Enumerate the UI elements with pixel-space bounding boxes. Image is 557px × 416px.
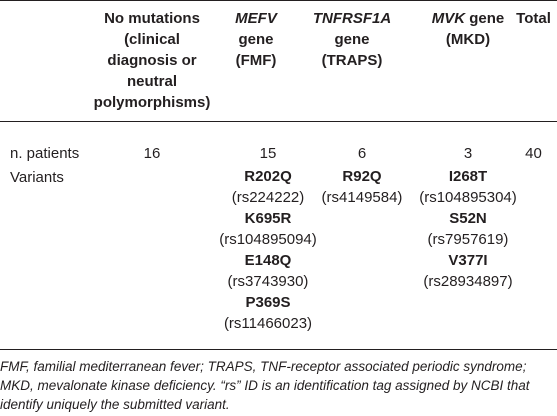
variant-item: V377I (rs28934897) — [406, 250, 530, 292]
variant-item: K695R (rs104895094) — [216, 208, 320, 250]
variant-name: K695R — [244, 210, 292, 227]
header-mvk: MVK gene (MKD) — [410, 8, 526, 50]
variant-rs-id: (rs11466023) — [223, 315, 313, 332]
variant-name: V377I — [448, 252, 488, 269]
header-gene-name: TNFRSF1A — [312, 10, 392, 27]
header-tnfrsf1a: TNFRSF1A gene (TRAPS) — [302, 8, 402, 71]
variant-rs-id: (rs104895304) — [419, 189, 517, 206]
variant-name: S52N — [449, 210, 487, 227]
variant-item: P369S (rs11466023) — [216, 292, 320, 334]
variants-mvk: I268T (rs104895304) S52N (rs7957619) V377I… — [406, 166, 530, 292]
patients-mefv: 15 — [259, 145, 277, 162]
variant-item: I268T (rs104895304) — [406, 166, 530, 208]
variant-rs-id: (rs3743930) — [227, 273, 309, 290]
table-top-rule — [0, 0, 557, 1]
table-footnote: FMF, familial mediterranean fever; TRAPS… — [0, 359, 530, 412]
variant-rs-id: (rs4149584) — [321, 189, 403, 206]
header-line: (MKD) — [445, 31, 491, 48]
variant-name: R202Q — [244, 168, 292, 185]
header-line: (TRAPS) — [321, 52, 383, 69]
header-line: No mutations — [104, 10, 200, 27]
header-line: diagnosis or — [107, 52, 197, 69]
variant-rs-id: (rs104895094) — [219, 231, 317, 248]
patients-tnfrsf1a: 6 — [357, 145, 367, 162]
variant-rs-id: (rs28934897) — [423, 273, 513, 290]
variant-rs-id: (rs224222) — [231, 189, 305, 206]
header-line: gene — [334, 31, 370, 48]
header-line: neutral — [126, 73, 177, 90]
header-total: Total — [516, 10, 551, 27]
header-mefv: MEFV gene (FMF) — [216, 8, 296, 71]
header-gene-name: MVK — [431, 10, 466, 27]
table-bottom-rule — [0, 349, 557, 350]
header-line: MVK gene — [410, 8, 526, 29]
row-label-variants: Variants — [10, 169, 64, 186]
variant-item: R202Q (rs224222) — [216, 166, 320, 208]
header-line: (FMF) — [235, 52, 277, 69]
variant-name: I268T — [448, 168, 488, 185]
header-line: gene — [238, 31, 274, 48]
variants-mefv: R202Q (rs224222) K695R (rs104895094) E148Q… — [216, 166, 320, 334]
variant-name: P369S — [245, 294, 291, 311]
header-line: polymorphisms) — [93, 94, 211, 111]
patients-mvk: 3 — [463, 145, 473, 162]
variants-tnfrsf1a: R92Q (rs4149584) — [310, 166, 414, 208]
header-gene-suffix: gene — [465, 10, 505, 27]
header-no-mutations: No mutations (clinical diagnosis or neut… — [86, 8, 218, 113]
header-bottom-rule — [0, 121, 557, 122]
variant-name: E148Q — [244, 252, 292, 269]
variant-item: E148Q (rs3743930) — [216, 250, 320, 292]
header-line: (clinical — [124, 31, 180, 48]
variant-item: R92Q (rs4149584) — [310, 166, 414, 208]
variant-name: R92Q — [342, 168, 382, 185]
row-label-patients: n. patients — [10, 145, 80, 162]
variant-rs-id: (rs7957619) — [427, 231, 509, 248]
header-gene-name: MEFV — [235, 10, 277, 27]
patients-total: 40 — [525, 145, 542, 162]
patients-no-mutations: 16 — [143, 145, 161, 162]
variant-item: S52N (rs7957619) — [406, 208, 530, 250]
